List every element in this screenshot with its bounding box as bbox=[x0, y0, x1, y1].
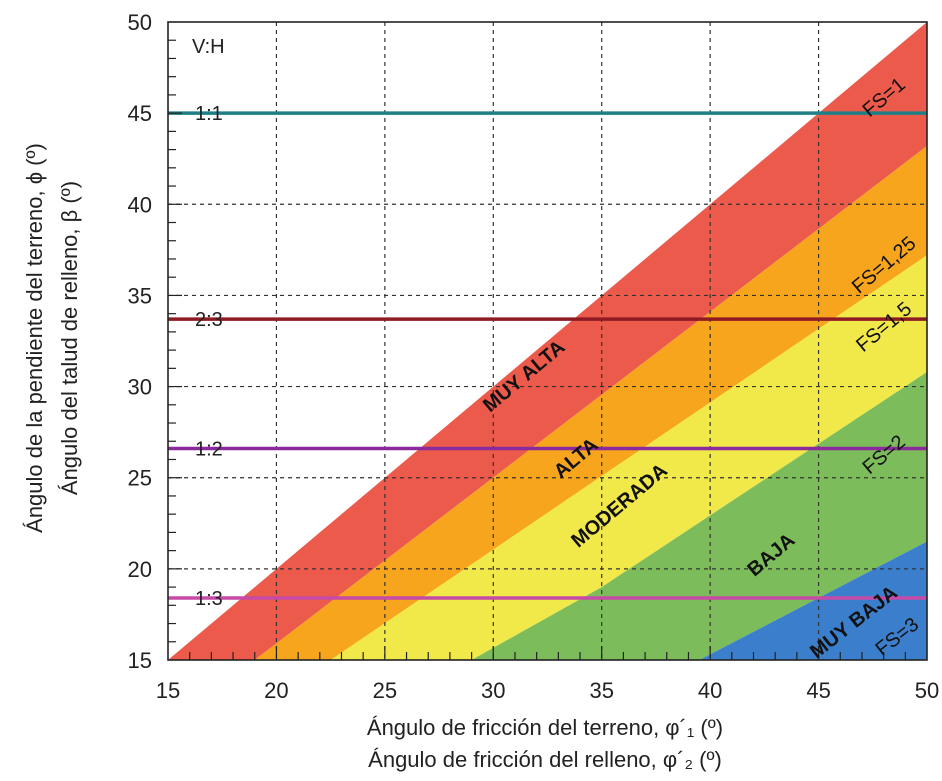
ratio-label-1-2: 1:2 bbox=[195, 439, 223, 461]
x-tick-label-35: 35 bbox=[589, 678, 613, 703]
y-tick-label-30: 30 bbox=[128, 375, 152, 400]
y-tick-label-40: 40 bbox=[128, 192, 152, 217]
frame-layer bbox=[167, 21, 928, 661]
zones-layer bbox=[168, 22, 928, 661]
y-tick-label-50: 50 bbox=[128, 10, 152, 35]
x-tick-label-25: 25 bbox=[373, 678, 397, 703]
x-tick-label-50: 50 bbox=[915, 678, 939, 703]
ratio-header-label: V:H bbox=[192, 36, 225, 58]
zone-baja bbox=[471, 372, 927, 660]
y-axis-title-line-1: Ángulo de la pendiente del terreno, ϕ (º… bbox=[22, 143, 47, 533]
plot-frame bbox=[167, 21, 928, 661]
y-tick-label-15: 15 bbox=[128, 648, 152, 673]
x-axis-title-line-2: Ángulo de fricción del relleno, φ´₂ (º) bbox=[368, 747, 722, 772]
x-tick-label-40: 40 bbox=[698, 678, 722, 703]
x-axis-title-line-1: Ángulo de fricción del terreno, φ´₁ (º) bbox=[367, 715, 723, 740]
ratio-lines-layer bbox=[168, 111, 927, 600]
ratio-label-2-3: 2:3 bbox=[195, 309, 223, 331]
zone-muy-baja bbox=[699, 541, 927, 660]
y-axis-title-line-2: Ángulo del talud de relleno, β (º) bbox=[57, 181, 82, 495]
x-tick-label-45: 45 bbox=[806, 678, 830, 703]
x-tick-label-20: 20 bbox=[264, 678, 288, 703]
ratio-label-1-1: 1:1 bbox=[195, 103, 223, 125]
zone-alta bbox=[254, 146, 927, 660]
x-tick-label-15: 15 bbox=[156, 678, 180, 703]
y-tick-label-20: 20 bbox=[128, 557, 152, 582]
ratio-label-1-3: 1:3 bbox=[195, 588, 223, 610]
y-tick-label-45: 45 bbox=[128, 101, 152, 126]
x-tick-label-30: 30 bbox=[481, 678, 505, 703]
y-tick-label-25: 25 bbox=[128, 466, 152, 491]
grid-layer bbox=[168, 22, 927, 660]
zone-moderada bbox=[330, 255, 928, 661]
y-tick-label-35: 35 bbox=[128, 283, 152, 308]
zone-muy-alta bbox=[168, 22, 927, 660]
